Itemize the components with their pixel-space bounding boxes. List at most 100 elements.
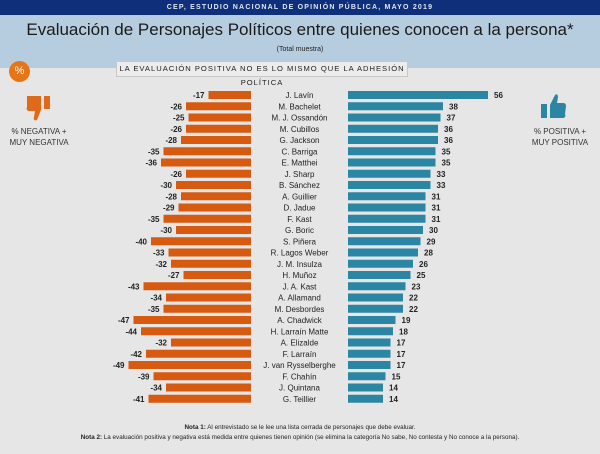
- negative-value-label: -26: [170, 125, 182, 134]
- positive-value-label: 17: [397, 350, 406, 359]
- category-label: B. Sánchez: [279, 181, 320, 190]
- positive-bar: [348, 349, 391, 358]
- category-label: A. Chadwick: [277, 316, 322, 325]
- negative-bar: [163, 214, 251, 223]
- positive-legend-line1: % POSITIVA +: [533, 127, 587, 136]
- positive-bar: [348, 259, 413, 268]
- negative-bar: [176, 226, 251, 234]
- negative-bar: [148, 394, 251, 403]
- negative-bar: [151, 237, 251, 246]
- negative-value-label: -29: [163, 204, 175, 213]
- positive-bar: [348, 316, 396, 324]
- positive-value-label: 37: [447, 114, 456, 123]
- positive-bar: [348, 394, 383, 403]
- positive-value-label: 35: [442, 147, 451, 156]
- positive-bar: [348, 226, 423, 234]
- negative-value-label: -34: [150, 294, 162, 303]
- disclaimer-banner: LA EVALUACIÓN POSITIVA NO ES LO MISMO QU…: [116, 61, 408, 87]
- note-2-text: La evaluación positiva y negativa está m…: [102, 434, 520, 441]
- category-label: A. Guillier: [282, 192, 317, 201]
- negative-bar: [166, 383, 251, 392]
- negative-value-label: -43: [128, 282, 140, 291]
- positive-bar: [348, 271, 411, 279]
- negative-value-label: -47: [118, 316, 130, 325]
- negative-bar: [186, 169, 251, 178]
- positive-bar: [348, 248, 418, 257]
- category-label: J. Lavín: [285, 91, 313, 100]
- positive-bar: [348, 147, 436, 156]
- negative-value-label: -35: [148, 305, 160, 314]
- positive-value-label: 31: [432, 192, 441, 201]
- positive-bar: [348, 338, 391, 347]
- positive-value-label: 29: [427, 237, 436, 246]
- category-label: J. A. Kast: [283, 282, 318, 291]
- category-label: J. M. Insulza: [277, 260, 322, 269]
- negative-bar: [181, 136, 251, 144]
- negative-value-label: -39: [138, 372, 150, 381]
- negative-value-label: -17: [193, 91, 205, 100]
- negative-value-label: -34: [150, 384, 162, 393]
- positive-bar: [348, 169, 431, 178]
- negative-value-label: -28: [165, 136, 177, 145]
- positive-bar: [348, 383, 383, 392]
- category-label: F. Larraín: [283, 350, 317, 359]
- category-label: J. van Rysselberghe: [263, 361, 336, 370]
- positive-value-label: 22: [409, 294, 418, 303]
- positive-value-label: 17: [397, 361, 406, 370]
- positive-value-label: 23: [412, 282, 421, 291]
- negative-bar: [133, 316, 251, 324]
- category-label: H. Muñoz: [282, 271, 316, 280]
- positive-bar: [348, 372, 386, 381]
- category-label: A. Elizalde: [281, 339, 319, 348]
- positive-value-label: 31: [432, 215, 441, 224]
- positive-value-label: 15: [392, 372, 401, 381]
- negative-bar: [183, 271, 251, 279]
- percent-badge: %: [9, 61, 30, 82]
- positive-bar: [348, 113, 441, 122]
- category-label: F. Kast: [287, 215, 312, 224]
- category-label: G. Boric: [285, 226, 314, 235]
- positive-value-label: 18: [399, 327, 408, 336]
- negative-bar: [186, 102, 251, 111]
- positive-value-label: 33: [437, 170, 446, 179]
- negative-value-label: -42: [130, 350, 142, 359]
- positive-value-label: 30: [429, 226, 438, 235]
- positive-bar: [348, 237, 421, 246]
- positive-bar: [348, 91, 488, 99]
- negative-legend-line1: % NEGATIVA +: [11, 127, 67, 136]
- positive-bar: [348, 158, 436, 167]
- negative-legend-label: % NEGATIVA + MUY NEGATIVA: [0, 126, 78, 148]
- note-1: Nota 1: Al entrevistado se le lee una li…: [0, 424, 600, 431]
- negative-value-label: -35: [148, 215, 160, 224]
- negative-value-label: -26: [170, 170, 182, 179]
- positive-bar: [348, 102, 443, 111]
- negative-value-label: -30: [160, 226, 172, 235]
- positive-value-label: 14: [389, 395, 398, 404]
- negative-value-label: -36: [145, 159, 157, 168]
- negative-value-label: -30: [160, 181, 172, 190]
- positive-bar: [348, 136, 438, 144]
- positive-value-label: 25: [417, 271, 426, 280]
- positive-value-label: 35: [442, 159, 451, 168]
- note-2-label: Nota 2:: [80, 434, 103, 441]
- category-label: A. Allamand: [278, 294, 321, 303]
- negative-value-label: -41: [133, 395, 145, 404]
- category-label: F. Chahín: [282, 372, 316, 381]
- note-2: Nota 2: La evaluación positiva y negativ…: [0, 434, 600, 441]
- positive-value-label: 19: [402, 316, 411, 325]
- thumbs-down-icon: [26, 96, 50, 121]
- positive-bar: [348, 293, 403, 302]
- negative-bar: [166, 293, 251, 302]
- negative-value-label: -25: [173, 114, 185, 123]
- positive-value-label: 36: [444, 125, 453, 134]
- negative-bar: [146, 349, 251, 358]
- header-background: [0, 15, 600, 68]
- negative-value-label: -33: [153, 249, 165, 258]
- negative-bar: [153, 372, 251, 381]
- positive-bar: [348, 192, 426, 201]
- category-label: E. Matthei: [281, 159, 317, 168]
- category-label: R. Lagos Weber: [271, 249, 329, 258]
- thumbs-up-icon: [541, 94, 566, 118]
- negative-bar: [181, 192, 251, 201]
